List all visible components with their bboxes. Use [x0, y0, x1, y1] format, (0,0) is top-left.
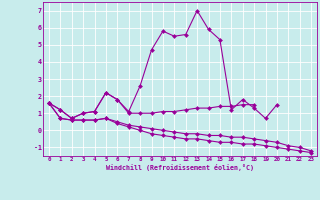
X-axis label: Windchill (Refroidissement éolien,°C): Windchill (Refroidissement éolien,°C) [106, 164, 254, 171]
